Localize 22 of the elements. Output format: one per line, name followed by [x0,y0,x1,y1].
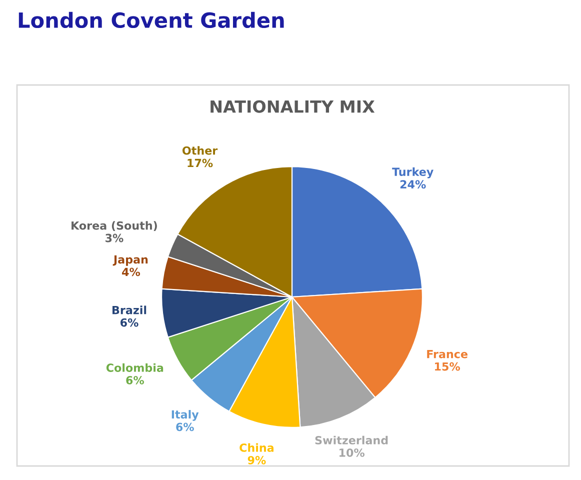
data-label: 6% [126,376,144,384]
data-label: 17% [188,158,213,168]
slice-label: Switzerland [315,436,388,444]
slice-label: Japan [112,255,148,266]
data-label: 3% [106,234,124,242]
slice-label: France [427,350,468,358]
data-label: 4% [122,268,140,276]
slice-label: China [240,443,274,452]
data-label: 6% [120,318,138,327]
data-label: 10% [340,448,365,457]
slice-label: Brazil [112,306,146,314]
data-label: 24% [400,180,426,189]
data-label: 9% [248,456,266,464]
slice-label: Turkey [392,167,434,178]
slice-label: Colombia [106,363,164,372]
slice-label: Other [182,146,218,155]
slice-label: Italy [172,410,199,421]
data-label: 15% [435,362,460,371]
chart-subtitle: NATIONALITY MIX [210,100,375,113]
chart-title: London Covent Garden [18,12,284,28]
data-label: 6% [176,422,194,432]
slice-label: Korea (South) [72,221,157,232]
